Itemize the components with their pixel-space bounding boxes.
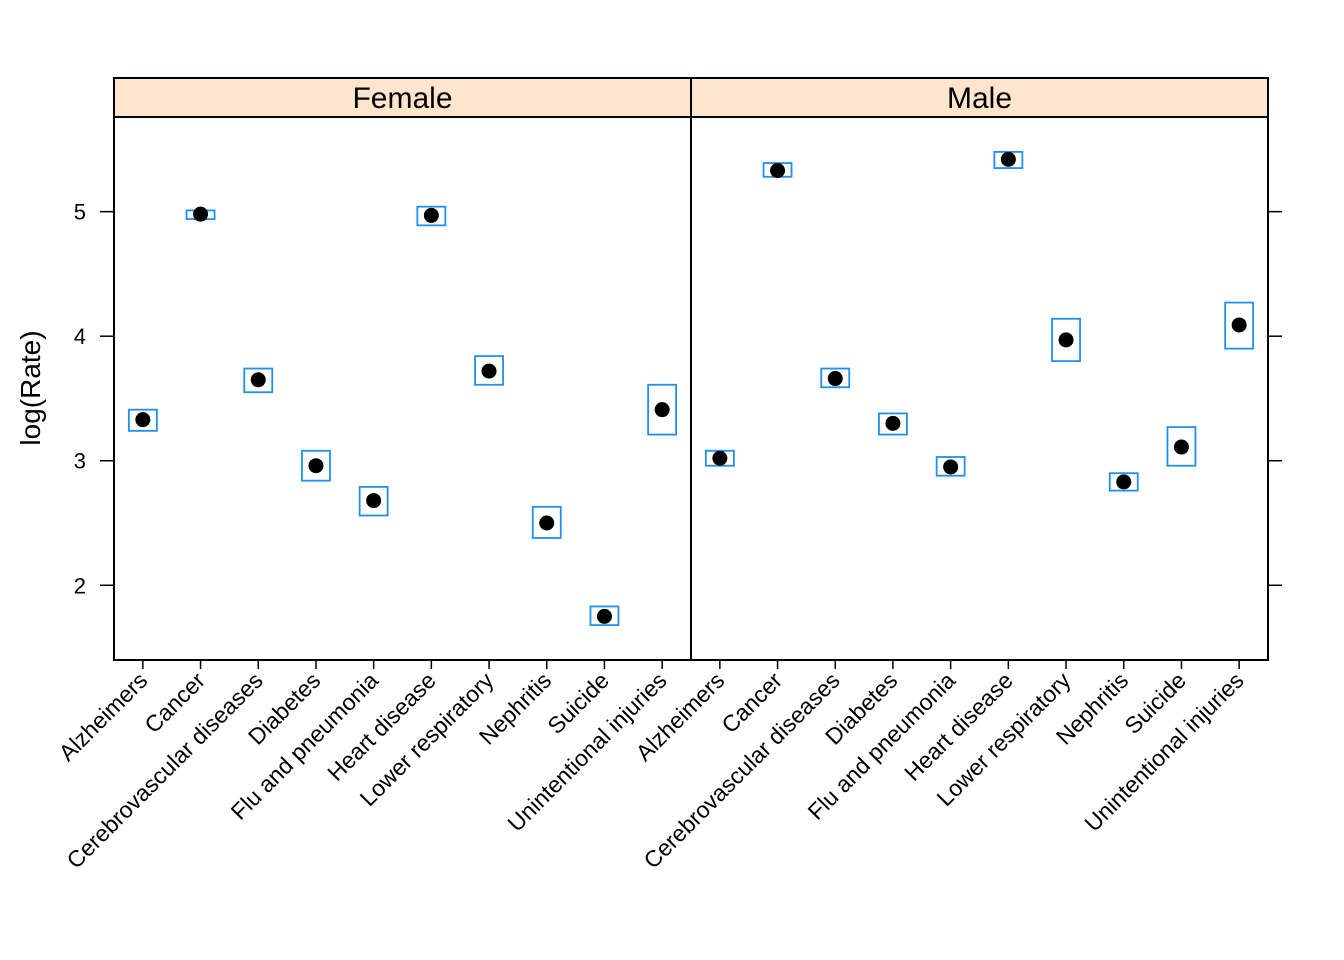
interval-box xyxy=(474,355,504,386)
interval-box xyxy=(243,367,274,394)
data-point xyxy=(1116,474,1132,490)
data-point xyxy=(423,207,439,223)
data-point xyxy=(539,515,555,531)
data-point xyxy=(596,608,612,624)
data-point xyxy=(481,363,497,379)
data-point xyxy=(366,493,382,509)
strip-label: Male xyxy=(947,82,1012,115)
data-point xyxy=(135,412,151,428)
interval-box xyxy=(647,383,678,436)
data-point xyxy=(885,415,901,431)
interval-box xyxy=(358,485,389,517)
data-point xyxy=(250,372,266,388)
interval-box xyxy=(589,605,620,627)
strip-background xyxy=(113,77,692,118)
interval-box xyxy=(1224,301,1255,350)
y-tick-label: 4 xyxy=(74,324,86,349)
x-tick-label: Alzheimers xyxy=(54,667,153,766)
data-point xyxy=(1000,151,1016,167)
interval-box xyxy=(1108,472,1139,492)
interval-box xyxy=(301,449,331,482)
strip-background xyxy=(690,77,1269,118)
panel-frame xyxy=(690,116,1269,661)
interval-box xyxy=(1166,426,1197,467)
data-point xyxy=(654,402,670,418)
y-tick-label: 3 xyxy=(74,449,86,474)
interval-box xyxy=(416,205,447,227)
data-point xyxy=(308,458,324,474)
interval-box xyxy=(1051,317,1081,363)
data-point xyxy=(827,371,843,387)
y-tick-label: 5 xyxy=(74,200,86,225)
interval-box xyxy=(127,408,158,432)
data-point xyxy=(193,206,209,222)
strip-label: Female xyxy=(352,82,452,115)
interval-box xyxy=(531,505,562,539)
y-axis: 2 3 4 5 xyxy=(74,200,1282,598)
panel-frame xyxy=(113,116,692,661)
interval-box xyxy=(935,456,966,477)
interval-box xyxy=(878,412,908,436)
interval-box xyxy=(820,367,851,389)
data-point xyxy=(712,450,728,466)
data-point xyxy=(770,163,786,179)
y-tick-label: 2 xyxy=(74,573,86,598)
data-point xyxy=(1231,317,1247,333)
y-axis-title: log(Rate) xyxy=(15,330,46,445)
data-point xyxy=(943,459,959,475)
data-point xyxy=(1058,332,1074,348)
data-point xyxy=(1173,439,1189,455)
